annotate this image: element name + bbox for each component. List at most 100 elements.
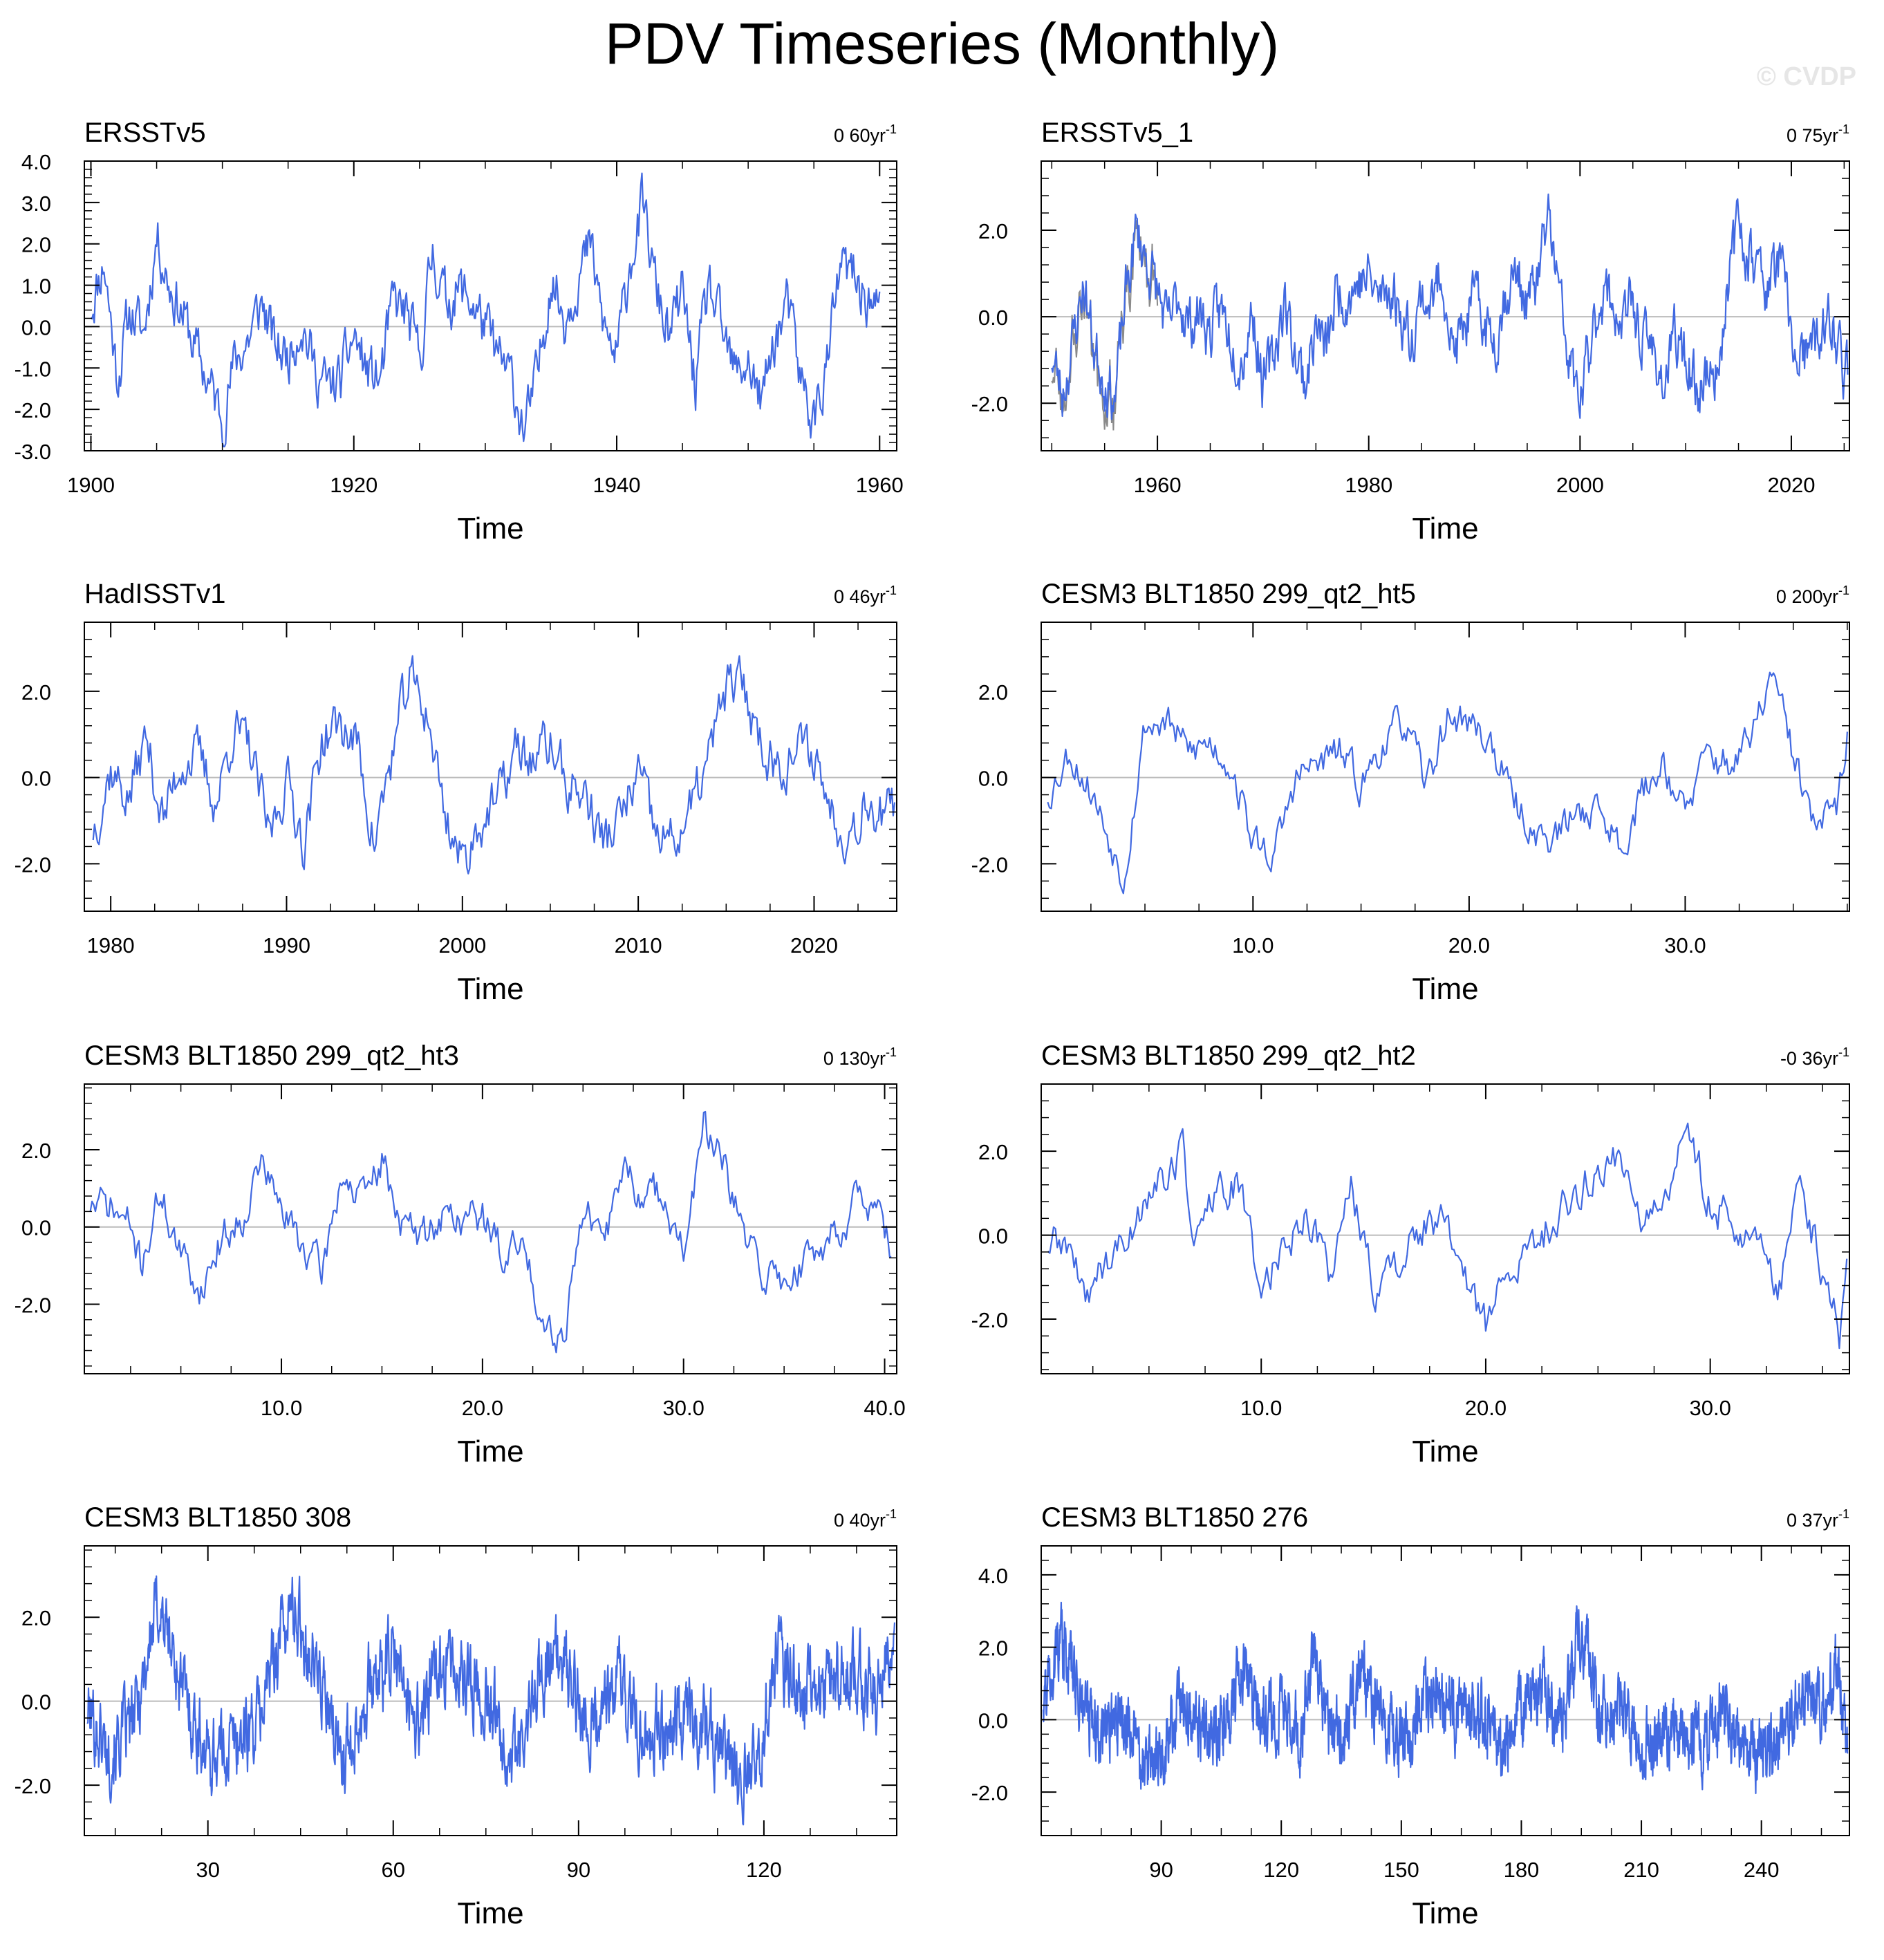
- y-tick-label: -2.0: [15, 398, 51, 422]
- chart-panel-3: HadISSTv1 0 46yr-1 -2.0 0.0 2.0 1980 1990 2000 2…: [15, 579, 897, 1006]
- x-tick-label: 1900: [67, 473, 115, 497]
- x-tick-label: 20.0: [462, 1396, 503, 1420]
- y-tick-label: 0.0: [21, 1216, 51, 1240]
- y-tick-label: 2.0: [978, 219, 1008, 243]
- chart-panel-7: CESM3 BLT1850 308 0 40yr-1 -2.0 0.0 2.0 30 60 9…: [15, 1502, 897, 1930]
- series-line: [1051, 193, 1849, 420]
- panel-title: CESM3 BLT1850 308: [84, 1502, 351, 1533]
- x-tick-label: 1940: [593, 473, 641, 497]
- x-tick-label: 180: [1504, 1858, 1540, 1882]
- x-tick-label: 1980: [1345, 473, 1392, 497]
- y-tick-label: 0.0: [978, 767, 1008, 791]
- x-tick-label: 10.0: [261, 1396, 302, 1420]
- y-tick-label: 0.0: [21, 315, 51, 339]
- panel-title: CESM3 BLT1850 299_qt2_ht5: [1041, 579, 1416, 609]
- trend-label: 0 46yr-1: [834, 584, 897, 607]
- y-tick-label: -2.0: [15, 1774, 51, 1798]
- x-tick-label: 2000: [438, 933, 486, 958]
- y-tick-label: 3.0: [21, 192, 51, 216]
- x-tick-label: 30: [196, 1858, 219, 1882]
- x-tick-label: 30.0: [1664, 933, 1706, 958]
- plot-frame: [1041, 160, 1850, 451]
- x-axis-label: Time: [457, 1896, 523, 1930]
- x-tick-label: 150: [1383, 1858, 1419, 1882]
- y-tick-label: -2.0: [971, 1781, 1008, 1805]
- panel-title: ERSSTv5_1: [1041, 118, 1193, 148]
- y-tick-label: 2.0: [21, 1139, 51, 1163]
- trend-label: 0 130yr-1: [823, 1045, 897, 1069]
- x-tick-label: 20.0: [1465, 1396, 1507, 1420]
- y-tick-label: -2.0: [971, 392, 1008, 416]
- chart-panel-8: CESM3 BLT1850 276 0 37yr-1 -2.0 0.0 2.0 4.0 90…: [971, 1502, 1850, 1930]
- x-tick-label: 30.0: [663, 1396, 705, 1420]
- x-tick-label: 2000: [1556, 473, 1604, 497]
- x-tick-label: 240: [1744, 1858, 1780, 1882]
- y-tick-label: 2.0: [978, 1636, 1008, 1661]
- x-axis-label: Time: [1412, 972, 1478, 1006]
- x-tick-label: 60: [382, 1858, 405, 1882]
- series-line: [1047, 1122, 1848, 1350]
- plot-frame: [84, 622, 897, 912]
- series-line: [86, 1575, 896, 1826]
- series-line: [92, 655, 896, 875]
- chart-panel-4: CESM3 BLT1850 299_qt2_ht5 0 200yr-1 -2.0 0.…: [971, 579, 1850, 1006]
- watermark: © CVDP: [1756, 62, 1856, 91]
- panel-title: ERSSTv5: [84, 118, 206, 148]
- trend-label: -0 36yr-1: [1780, 1045, 1849, 1069]
- y-tick-label: 4.0: [978, 1564, 1008, 1588]
- y-tick-label: 0.0: [21, 1690, 51, 1715]
- y-tick-label: -2.0: [15, 1293, 51, 1317]
- trend-label: 0 60yr-1: [834, 122, 897, 146]
- series-line: [1042, 1601, 1849, 1795]
- panel-title: CESM3 BLT1850 299_qt2_ht3: [84, 1040, 459, 1071]
- series-line: [1047, 671, 1848, 895]
- y-tick-label: 2.0: [21, 233, 51, 257]
- series-line: [89, 1110, 892, 1354]
- y-tick-label: 2.0: [21, 1606, 51, 1630]
- x-axis-label: Time: [457, 972, 523, 1006]
- x-tick-label: 40.0: [864, 1396, 905, 1420]
- panel-title: CESM3 BLT1850 276: [1041, 1502, 1308, 1533]
- series-line: [90, 172, 881, 448]
- y-tick-label: 0.0: [978, 1224, 1008, 1249]
- panel-title: HadISSTv1: [84, 579, 226, 609]
- plot-frame: [1041, 622, 1850, 912]
- x-tick-label: 2020: [790, 933, 838, 958]
- chart-panel-5: CESM3 BLT1850 299_qt2_ht3 0 130yr-1 -2.0 0.…: [15, 1040, 906, 1468]
- y-tick-label: 2.0: [21, 680, 51, 704]
- y-tick-label: 0.0: [978, 306, 1008, 330]
- x-tick-label: 90: [567, 1858, 590, 1882]
- x-tick-label: 20.0: [1448, 933, 1490, 958]
- x-tick-label: 1990: [263, 933, 310, 958]
- plot-frame: [84, 160, 897, 451]
- y-tick-label: 0.0: [21, 767, 51, 791]
- x-tick-label: 210: [1623, 1858, 1659, 1882]
- y-tick-label: -3.0: [15, 440, 51, 464]
- plot-frame: [1041, 1545, 1850, 1836]
- trend-label: 0 40yr-1: [834, 1507, 897, 1531]
- y-tick-label: 2.0: [978, 680, 1008, 704]
- y-tick-label: -2.0: [971, 852, 1008, 877]
- x-tick-label: 1960: [856, 473, 904, 497]
- chart-panel-2: ERSSTv5_1 0 75yr-1 -2.0 0.0 2.0 1960 1980 2000 2…: [971, 118, 1850, 545]
- y-tick-label: 2.0: [978, 1140, 1008, 1164]
- x-axis-label: Time: [1412, 512, 1478, 545]
- plot-frame: [84, 1545, 897, 1836]
- x-axis-label: Time: [1412, 1435, 1478, 1468]
- x-tick-label: 10.0: [1232, 933, 1274, 958]
- x-tick-label: 2020: [1767, 473, 1815, 497]
- y-tick-label: 0.0: [978, 1708, 1008, 1733]
- panel-title: CESM3 BLT1850 299_qt2_ht2: [1041, 1040, 1416, 1071]
- y-tick-label: 1.0: [21, 274, 51, 299]
- x-tick-label: 90: [1149, 1858, 1173, 1882]
- trend-label: 0 75yr-1: [1787, 122, 1849, 146]
- x-tick-label: 1980: [87, 933, 135, 958]
- plot-frame: [84, 1083, 897, 1374]
- chart-panel-6: CESM3 BLT1850 299_qt2_ht2 -0 36yr-1 -2.0 0.…: [971, 1040, 1850, 1468]
- x-tick-label: 120: [746, 1858, 782, 1882]
- trend-label: 0 200yr-1: [1776, 584, 1849, 607]
- x-axis-label: Time: [457, 1435, 523, 1468]
- x-tick-label: 10.0: [1240, 1396, 1282, 1420]
- y-tick-label: -2.0: [15, 852, 51, 877]
